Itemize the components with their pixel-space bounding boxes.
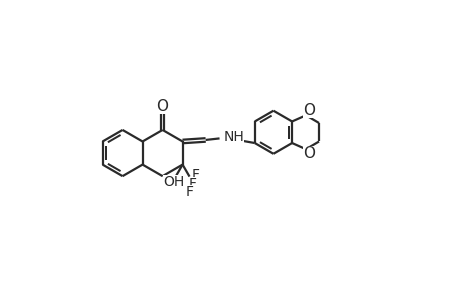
Text: O: O: [302, 146, 314, 161]
Text: F: F: [191, 168, 199, 182]
Text: F: F: [188, 176, 196, 190]
Text: O: O: [302, 103, 314, 118]
Text: OH: OH: [163, 175, 185, 189]
Text: O: O: [156, 99, 168, 114]
Text: NH: NH: [223, 130, 244, 144]
Text: F: F: [185, 185, 193, 199]
